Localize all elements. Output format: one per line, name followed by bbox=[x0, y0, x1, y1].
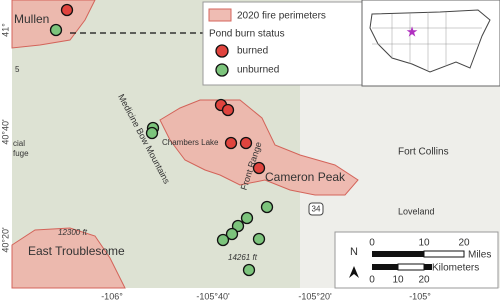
elevation-label: 14261 ft bbox=[228, 253, 258, 262]
scale-bar bbox=[372, 264, 398, 270]
scale-label: 20 bbox=[418, 275, 430, 286]
scale-label: 10 bbox=[418, 238, 430, 249]
scale-bar bbox=[423, 250, 465, 258]
pond-unburned bbox=[145, 126, 159, 140]
fire-cameron-peak bbox=[159, 99, 359, 196]
lat-label: 41° bbox=[0, 23, 10, 37]
state-lines bbox=[372, 12, 482, 70]
pond-burned bbox=[252, 161, 266, 175]
lat-label: 40°40' bbox=[0, 119, 10, 145]
scale-panel bbox=[334, 231, 499, 289]
legend-unburned-swatch bbox=[215, 63, 229, 77]
place-label: cial bbox=[13, 139, 25, 148]
scale-bar bbox=[424, 264, 432, 270]
study-area-star: ★ bbox=[406, 24, 419, 40]
legend-label: unburned bbox=[237, 65, 279, 76]
legend-title: Pond burn status bbox=[209, 29, 285, 40]
scale-label: 0 bbox=[369, 275, 375, 286]
north-label: N bbox=[350, 246, 358, 258]
legend: 2020 fire perimeters Pond burn status bu… bbox=[202, 1, 363, 86]
pond-burned bbox=[60, 3, 74, 17]
pond-burned bbox=[224, 136, 238, 150]
pond-unburned bbox=[242, 263, 256, 277]
fire-mullen bbox=[11, 0, 96, 49]
pond-burned bbox=[221, 103, 235, 117]
pond-burned bbox=[239, 136, 253, 150]
highway-label: 34 bbox=[312, 205, 321, 214]
scale-bar bbox=[372, 251, 424, 257]
scale-box: N 0 10 20 Miles Kilometers 0 10 20 bbox=[334, 231, 499, 289]
pond-unburned bbox=[231, 219, 245, 233]
pond-unburned bbox=[49, 23, 63, 37]
route-label: 5 bbox=[15, 65, 20, 74]
elevation-label: 12300 ft bbox=[58, 228, 88, 237]
legend-label: 2020 fire perimeters bbox=[237, 11, 326, 22]
highway-shield bbox=[308, 202, 324, 216]
scale-label: 10 bbox=[392, 275, 404, 286]
lon-label: -106° bbox=[101, 291, 123, 301]
place-label: Fort Collins bbox=[398, 147, 449, 158]
legend-burned-swatch bbox=[215, 44, 229, 58]
scale-bar bbox=[397, 263, 425, 271]
pond-markers bbox=[49, 3, 274, 277]
place-label: Mullen bbox=[14, 12, 49, 26]
place-label: Chambers Lake bbox=[162, 138, 219, 147]
pond-unburned bbox=[216, 233, 230, 247]
fire-east-troublesome bbox=[11, 227, 126, 289]
place-label: fuge bbox=[13, 149, 29, 158]
pond-unburned bbox=[260, 200, 274, 214]
scale-label: 0 bbox=[369, 238, 375, 249]
lon-label: -105° bbox=[409, 291, 431, 301]
place-label: East Troublesome bbox=[28, 244, 125, 258]
usa-outline bbox=[369, 9, 491, 73]
north-arrow bbox=[349, 266, 359, 278]
pond-unburned bbox=[252, 232, 266, 246]
legend-label: burned bbox=[237, 46, 268, 57]
scale-unit: Miles bbox=[468, 250, 491, 261]
lon-label: -105°20' bbox=[298, 291, 332, 301]
legend-fire-swatch bbox=[208, 8, 232, 22]
lat-label: 40°20' bbox=[0, 227, 10, 253]
place-label: Loveland bbox=[398, 206, 435, 216]
pond-unburned bbox=[240, 211, 254, 225]
lon-label: -105°40' bbox=[196, 291, 230, 301]
place-label: Cameron Peak bbox=[265, 170, 346, 184]
pond-unburned bbox=[225, 227, 239, 241]
scale-label: 20 bbox=[458, 238, 470, 249]
scale-unit: Kilometers bbox=[432, 263, 479, 274]
inset-map: ★ bbox=[361, 0, 500, 87]
